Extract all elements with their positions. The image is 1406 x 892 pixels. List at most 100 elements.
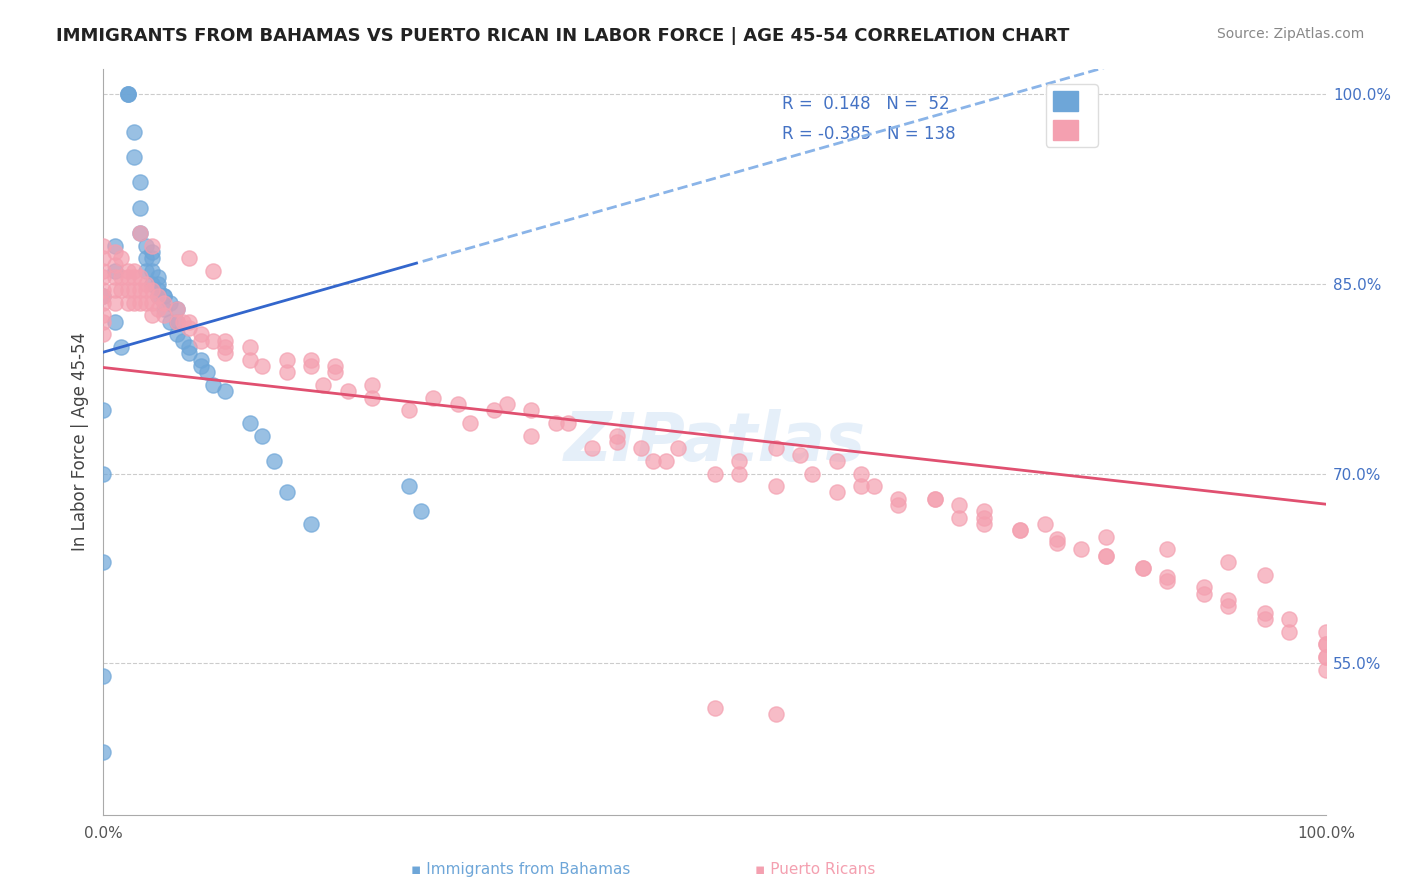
Point bbox=[117, 87, 139, 101]
Text: ZIPatlas: ZIPatlas bbox=[564, 409, 866, 475]
Point bbox=[202, 334, 225, 348]
Point bbox=[141, 238, 163, 252]
Point bbox=[1156, 574, 1178, 588]
Point bbox=[1315, 637, 1337, 651]
Point bbox=[153, 289, 176, 303]
Point bbox=[190, 352, 212, 367]
Point bbox=[104, 283, 127, 297]
Point bbox=[190, 334, 212, 348]
Point bbox=[948, 510, 970, 524]
Point bbox=[104, 245, 127, 260]
Point bbox=[166, 327, 188, 342]
Point bbox=[110, 270, 132, 285]
Point bbox=[1095, 549, 1118, 563]
Point bbox=[887, 498, 910, 512]
Point bbox=[887, 491, 910, 506]
Text: Source: ZipAtlas.com: Source: ZipAtlas.com bbox=[1216, 27, 1364, 41]
Point bbox=[177, 346, 200, 360]
Point bbox=[1192, 581, 1215, 595]
Point bbox=[153, 289, 176, 303]
Point bbox=[1218, 555, 1240, 569]
Point bbox=[728, 454, 751, 468]
Point bbox=[851, 467, 873, 481]
Point bbox=[239, 352, 262, 367]
Point bbox=[495, 397, 517, 411]
Point bbox=[312, 378, 335, 392]
Point bbox=[91, 308, 114, 322]
Point bbox=[91, 467, 114, 481]
Point bbox=[1070, 542, 1092, 557]
Point bbox=[202, 264, 225, 278]
Point bbox=[606, 434, 628, 449]
Point bbox=[190, 327, 212, 342]
Point bbox=[1132, 561, 1154, 575]
Point bbox=[765, 441, 787, 455]
Point bbox=[104, 238, 127, 252]
Point bbox=[135, 277, 157, 291]
Point bbox=[1033, 517, 1056, 532]
Point bbox=[924, 491, 946, 506]
Point bbox=[1046, 536, 1069, 550]
Point bbox=[666, 441, 689, 455]
Point bbox=[1315, 650, 1337, 665]
Point bbox=[135, 264, 157, 278]
Point bbox=[325, 359, 347, 373]
Point bbox=[239, 340, 262, 354]
Point bbox=[1278, 612, 1301, 626]
Point bbox=[447, 397, 470, 411]
Point bbox=[250, 428, 273, 442]
Point bbox=[361, 378, 384, 392]
Point bbox=[128, 283, 150, 297]
Point bbox=[110, 283, 132, 297]
Point bbox=[110, 252, 132, 266]
Point bbox=[141, 295, 163, 310]
Point bbox=[166, 301, 188, 316]
Point bbox=[122, 264, 145, 278]
Point bbox=[825, 485, 848, 500]
Point bbox=[122, 283, 145, 297]
Point bbox=[91, 315, 114, 329]
Point bbox=[851, 479, 873, 493]
Y-axis label: In Labor Force | Age 45-54: In Labor Force | Age 45-54 bbox=[72, 333, 89, 551]
Point bbox=[146, 289, 169, 303]
Text: R =  0.148   N =  52: R = 0.148 N = 52 bbox=[782, 95, 949, 112]
Point bbox=[172, 334, 194, 348]
Point bbox=[141, 308, 163, 322]
Point bbox=[924, 491, 946, 506]
Text: ▪ Puerto Ricans: ▪ Puerto Ricans bbox=[755, 863, 876, 877]
Point bbox=[1010, 524, 1032, 538]
Point bbox=[214, 334, 236, 348]
Point bbox=[276, 485, 298, 500]
Point bbox=[135, 283, 157, 297]
Point bbox=[544, 416, 567, 430]
Point bbox=[117, 295, 139, 310]
Point bbox=[214, 384, 236, 399]
Point bbox=[765, 706, 787, 721]
Point bbox=[141, 252, 163, 266]
Point bbox=[325, 365, 347, 379]
Point bbox=[104, 264, 127, 278]
Point bbox=[128, 295, 150, 310]
Point bbox=[135, 295, 157, 310]
Point bbox=[1046, 533, 1069, 547]
Point bbox=[91, 270, 114, 285]
Point bbox=[250, 359, 273, 373]
Point bbox=[128, 201, 150, 215]
Point bbox=[1218, 599, 1240, 614]
Point bbox=[91, 238, 114, 252]
Point bbox=[141, 245, 163, 260]
Point bbox=[1132, 561, 1154, 575]
Point bbox=[1192, 587, 1215, 601]
Point bbox=[789, 448, 811, 462]
Point bbox=[1254, 612, 1277, 626]
Legend: , : , bbox=[1046, 85, 1098, 146]
Point bbox=[91, 555, 114, 569]
Point bbox=[166, 315, 188, 329]
Point bbox=[91, 264, 114, 278]
Point bbox=[117, 87, 139, 101]
Point bbox=[1218, 593, 1240, 607]
Point bbox=[765, 479, 787, 493]
Text: IMMIGRANTS FROM BAHAMAS VS PUERTO RICAN IN LABOR FORCE | AGE 45-54 CORRELATION C: IMMIGRANTS FROM BAHAMAS VS PUERTO RICAN … bbox=[56, 27, 1070, 45]
Point bbox=[146, 283, 169, 297]
Point bbox=[166, 315, 188, 329]
